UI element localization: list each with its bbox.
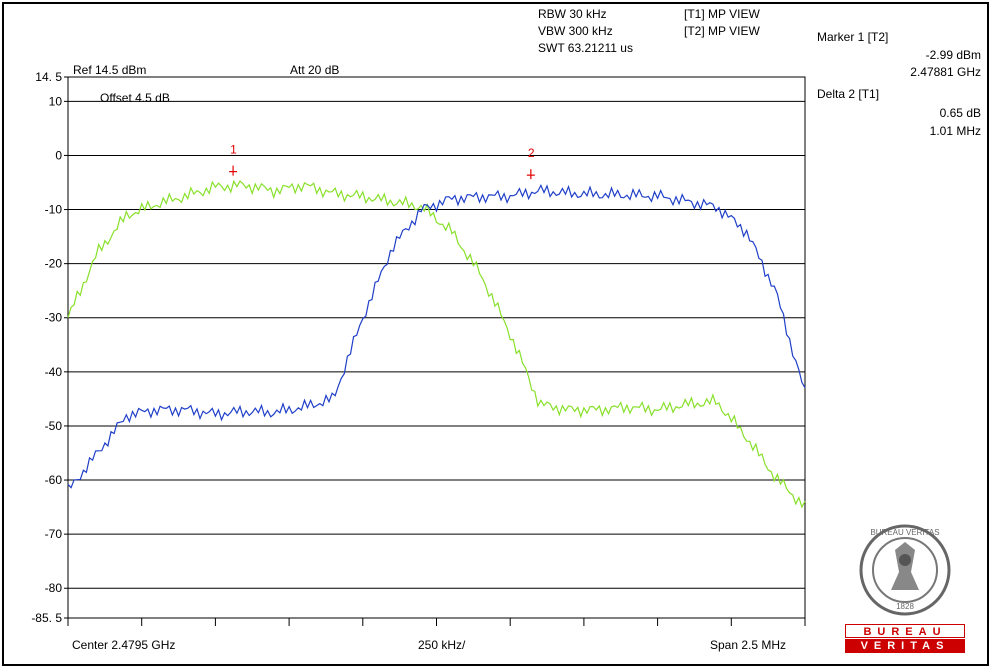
seal-icon: BUREAU VERITAS 1828: [859, 524, 951, 616]
span-label: Span 2.5 MHz: [710, 638, 787, 652]
logo-text-bottom: VERITAS: [845, 639, 965, 653]
trace-1-line: [67, 179, 806, 509]
marker1-frequency: 2.47881 GHz: [910, 65, 981, 79]
logo-text-top: BUREAU: [845, 624, 965, 638]
marker1-label: Marker 1 [T2]: [817, 30, 889, 44]
marker-2-label: 2: [528, 146, 535, 160]
seal-year: 1828: [896, 602, 914, 611]
trace1-mode: [T1] MP VIEW: [684, 7, 760, 21]
marker-1-label: 1: [230, 143, 237, 157]
y-tick-label: -40: [45, 365, 63, 379]
vbw-label: VBW 300 kHz: [538, 24, 613, 38]
delta2-value: 0.65 dB: [939, 106, 981, 120]
delta2-frequency: 1.01 MHz: [929, 124, 981, 138]
trace-2-line: [67, 184, 806, 489]
reference-level: Ref 14.5 dBm: [73, 63, 147, 77]
y-tick-label: -50: [45, 419, 63, 433]
y-tick-label: 0: [55, 148, 62, 162]
plot-frame: [67, 76, 806, 619]
seal-ring-text: BUREAU VERITAS: [870, 528, 939, 537]
trace2-mode: [T2] MP VIEW: [684, 24, 760, 38]
attenuation: Att 20 dB: [290, 63, 340, 77]
delta2-label: Delta 2 [T1]: [817, 87, 880, 101]
y-tick-label: -20: [45, 257, 63, 271]
y-tick-label: 14. 5: [35, 70, 62, 84]
y-tick-label: 10: [49, 94, 63, 108]
center-frequency: Center 2.4795 GHz: [72, 638, 176, 652]
bureau-veritas-logo: BUREAU VERITAS 1828 BUREAU VERITAS: [845, 520, 965, 660]
y-tick-label: -80: [45, 581, 63, 595]
y-tick-label: -70: [45, 527, 63, 541]
y-tick-label: -30: [45, 311, 63, 325]
marker1-value: -2.99 dBm: [925, 48, 981, 62]
y-tick-label: -85. 5: [31, 611, 62, 625]
rbw-label: RBW 30 kHz: [538, 7, 607, 21]
frequency-per-division: 250 kHz/: [418, 638, 466, 652]
swt-label: SWT 63.21211 us: [538, 41, 633, 55]
y-tick-label: -10: [45, 203, 63, 217]
y-tick-label: -60: [45, 473, 63, 487]
